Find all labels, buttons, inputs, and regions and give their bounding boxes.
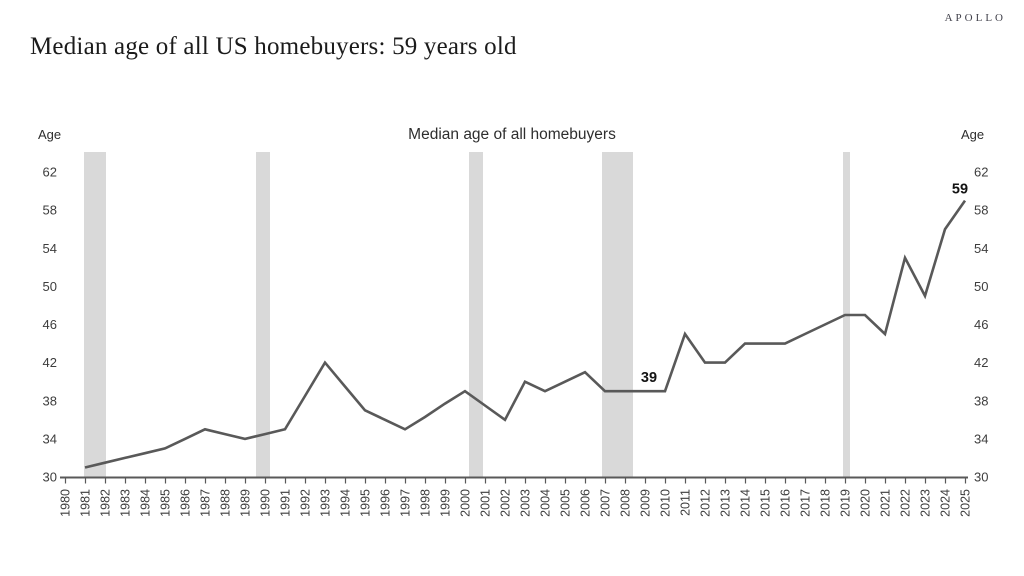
x-tick-label: 2023 [919,489,933,517]
x-tick-label: 1983 [119,489,133,517]
x-tick-label: 2025 [959,489,973,517]
y-tick-label-left: 30 [43,470,57,485]
y-tick-label-right: 58 [974,203,988,218]
recession-band [602,152,633,477]
x-tick-label: 1987 [199,489,213,517]
x-tick-label: 2006 [579,489,593,517]
x-tick-label: 2001 [479,489,493,517]
x-tick-label: 1982 [99,489,113,517]
x-tick-label: 1998 [419,489,433,517]
annotation-39: 39 [641,370,657,386]
x-tick-label: 2024 [939,489,953,517]
data-line [84,199,967,469]
page-title: Median age of all US homebuyers: 59 year… [30,33,517,60]
recession-band [469,152,483,477]
x-tick-label: 2019 [839,489,853,517]
x-tick-label: 1981 [79,489,93,517]
y-axis-label-right: Age [961,127,985,142]
recession-band [84,152,106,477]
x-tick-label: 1988 [219,489,233,517]
recession-band [256,152,270,477]
annotation-59: 59 [952,182,968,198]
x-tick-label: 2008 [619,489,633,517]
x-tick-label: 1980 [59,489,73,517]
y-tick-label-right: 34 [974,431,988,446]
y-axis-label-left: Age [38,127,62,142]
x-tick-label: 2007 [599,489,613,517]
x-tick-label: 2010 [659,489,673,517]
x-tick-label: 2005 [559,489,573,517]
x-tick-label: 2011 [679,489,693,516]
x-tick-label: 1992 [299,489,313,517]
y-tick-label-left: 46 [43,317,57,332]
y-tick-label-left: 58 [43,203,57,218]
x-tick-label: 2015 [759,489,773,517]
x-tick-label: 1997 [399,489,413,517]
x-tick-label: 1989 [239,489,253,517]
x-tick-label: 2017 [799,489,813,517]
y-tick-label-right: 38 [974,393,988,408]
x-tick-label: 1990 [259,489,273,517]
y-tick-label-right: 46 [974,317,988,332]
x-tick-label: 2012 [699,489,713,517]
x-tick-label: 2013 [719,489,733,517]
brand-logo: APOLLO [944,12,1006,24]
x-tick-label: 1996 [379,489,393,517]
y-tick-label-right: 30 [974,470,988,485]
x-tick-label: 1984 [139,489,153,517]
x-tick-label: 1986 [179,489,193,517]
x-tick-label: 2002 [499,489,513,517]
x-tick-label: 1995 [359,489,373,517]
x-tick-label: 2020 [859,489,873,517]
y-tick-label-left: 34 [43,431,57,446]
x-tick-label: 2016 [779,489,793,517]
chart-title: Median age of all homebuyers [408,126,616,143]
y-tick-label-right: 50 [974,279,988,294]
x-tick-label: 2018 [819,489,833,517]
x-tick-label: 1985 [159,489,173,517]
x-tick-label: 2003 [519,489,533,517]
x-tick-label: 2021 [879,489,893,517]
x-tick-label: 1993 [319,489,333,517]
y-tick-label-left: 50 [43,279,57,294]
x-tick-label: 2022 [899,489,913,517]
x-tick-label: 2004 [539,489,553,517]
y-tick-label-left: 62 [43,165,57,180]
x-tick-label: 2014 [739,489,753,517]
y-tick-label-left: 42 [43,355,57,370]
x-tick-label: 1994 [339,489,353,517]
x-tick-label: 2000 [459,489,473,517]
x-tick-label: 1999 [439,489,453,517]
y-tick-label-right: 42 [974,355,988,370]
y-tick-label-right: 62 [974,165,988,180]
y-tick-label-left: 38 [43,393,57,408]
x-tick-label: 2009 [639,489,653,517]
x-tick-label: 1991 [279,489,293,517]
y-tick-label-left: 54 [43,241,57,256]
y-tick-label-right: 54 [974,241,988,256]
